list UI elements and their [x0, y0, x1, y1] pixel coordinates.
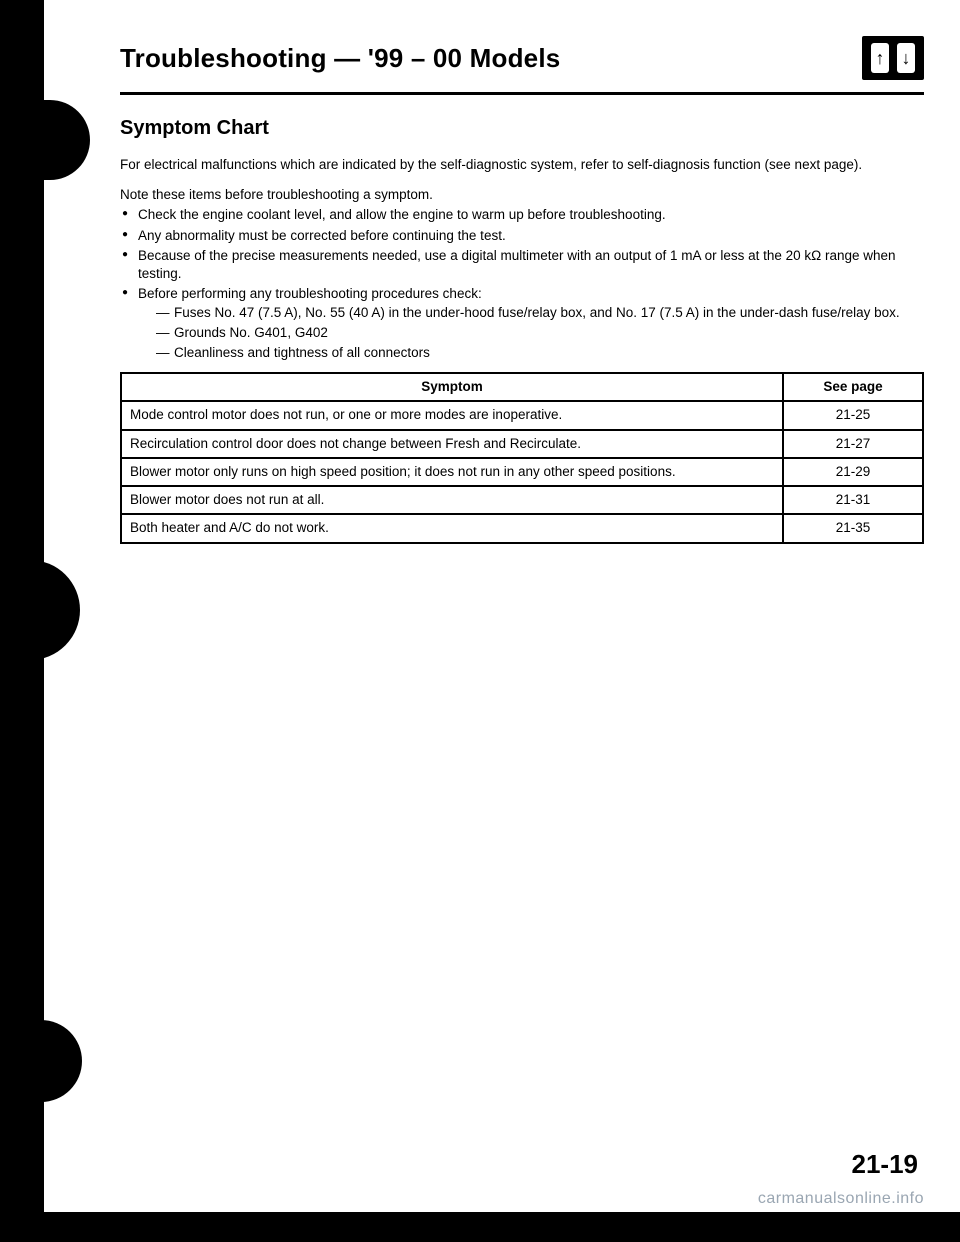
- table-row: Blower motor does not run at all. 21-31: [121, 486, 923, 514]
- note-intro: Note these items before troubleshooting …: [120, 186, 924, 204]
- cell-symptom: Blower motor does not run at all.: [121, 486, 783, 514]
- bullet-item: Because of the precise measurements need…: [120, 247, 924, 283]
- cell-symptom: Mode control motor does not run, or one …: [121, 401, 783, 429]
- scan-bottom-strip: [0, 1212, 960, 1242]
- body-text: For electrical malfunctions which are in…: [120, 156, 924, 544]
- page: Troubleshooting — '99 – 00 Models ↑ ↓ Sy…: [0, 0, 960, 1242]
- bullet-list: Check the engine coolant level, and allo…: [120, 206, 924, 362]
- col-see-page: See page: [783, 373, 923, 401]
- dash-item: Grounds No. G401, G402: [156, 324, 924, 342]
- table-row: Recirculation control door does not chan…: [121, 430, 923, 458]
- symptom-table: Symptom See page Mode control motor does…: [120, 372, 924, 543]
- dash-text: Grounds No. G401, G402: [174, 325, 328, 340]
- horizontal-rule: [120, 92, 924, 95]
- table-row: Mode control motor does not run, or one …: [121, 401, 923, 429]
- cell-page: 21-25: [783, 401, 923, 429]
- cell-page: 21-31: [783, 486, 923, 514]
- bullet-text: Any abnormality must be corrected before…: [138, 228, 506, 243]
- binding-tab: [0, 100, 90, 180]
- bullet-item: Any abnormality must be corrected before…: [120, 227, 924, 245]
- col-symptom: Symptom: [121, 373, 783, 401]
- bullet-text: Before performing any troubleshooting pr…: [138, 286, 482, 301]
- cell-symptom: Both heater and A/C do not work.: [121, 514, 783, 542]
- page-number: 21-19: [852, 1149, 919, 1180]
- bullet-item: Before performing any troubleshooting pr…: [120, 285, 924, 362]
- arrow-down-icon: ↓: [897, 43, 915, 73]
- dash-sublist: Fuses No. 47 (7.5 A), No. 55 (40 A) in t…: [138, 304, 924, 363]
- cell-symptom: Blower motor only runs on high speed pos…: [121, 458, 783, 486]
- watermark: carmanualsonline.info: [758, 1190, 924, 1208]
- up-down-arrows-icon: ↑ ↓: [862, 36, 924, 80]
- binding-tab: [0, 1020, 82, 1102]
- page-title: Troubleshooting — '99 – 00 Models: [120, 43, 560, 74]
- cell-page: 21-35: [783, 514, 923, 542]
- title-row: Troubleshooting — '99 – 00 Models ↑ ↓: [120, 36, 924, 80]
- cell-page: 21-27: [783, 430, 923, 458]
- content-area: Troubleshooting — '99 – 00 Models ↑ ↓ Sy…: [120, 36, 924, 544]
- dash-text: Fuses No. 47 (7.5 A), No. 55 (40 A) in t…: [174, 305, 900, 320]
- dash-item: Fuses No. 47 (7.5 A), No. 55 (40 A) in t…: [156, 304, 924, 322]
- arrow-up-icon: ↑: [871, 43, 889, 73]
- bullet-text: Check the engine coolant level, and allo…: [138, 207, 666, 222]
- table-row: Both heater and A/C do not work. 21-35: [121, 514, 923, 542]
- section-heading: Symptom Chart: [120, 117, 924, 140]
- table-row: Blower motor only runs on high speed pos…: [121, 458, 923, 486]
- table-header-row: Symptom See page: [121, 373, 923, 401]
- bullet-text: Because of the precise measurements need…: [138, 248, 896, 281]
- cell-symptom: Recirculation control door does not chan…: [121, 430, 783, 458]
- table-body: Mode control motor does not run, or one …: [121, 401, 923, 542]
- dash-item: Cleanliness and tightness of all connect…: [156, 344, 924, 362]
- cell-page: 21-29: [783, 458, 923, 486]
- intro-paragraph: For electrical malfunctions which are in…: [120, 156, 924, 174]
- dash-text: Cleanliness and tightness of all connect…: [174, 345, 430, 360]
- table-head: Symptom See page: [121, 373, 923, 401]
- bullet-item: Check the engine coolant level, and allo…: [120, 206, 924, 224]
- binding-tab: [0, 560, 80, 660]
